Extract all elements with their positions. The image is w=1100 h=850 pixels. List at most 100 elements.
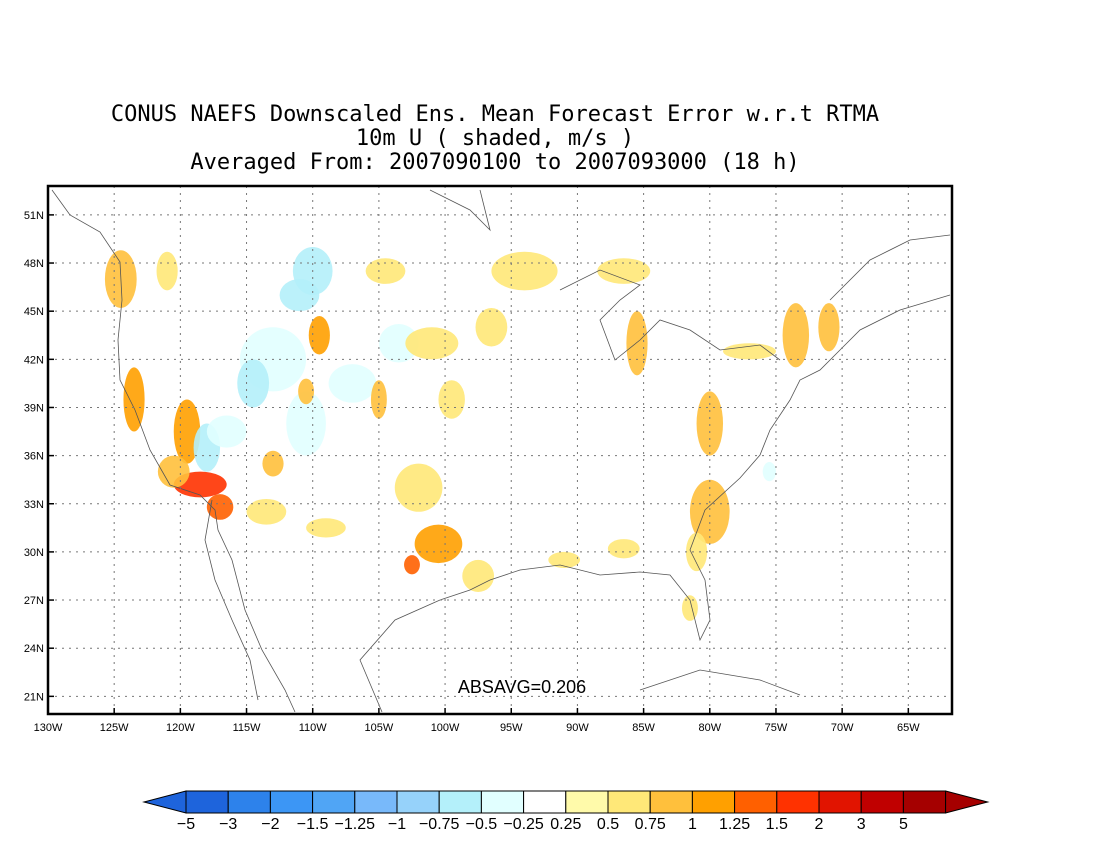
colorbar-cell-3: [312, 790, 356, 814]
lat-label-8: 45N: [24, 306, 44, 318]
colorbar-label-1: −3: [219, 816, 237, 833]
error-patch-28: [597, 258, 651, 284]
lat-label-7: 42N: [24, 354, 44, 366]
error-patch-2: [123, 367, 145, 432]
colorbar-over-arrow: [945, 790, 990, 814]
lon-label-1: 125W: [100, 722, 129, 734]
error-patch-1: [156, 251, 178, 291]
colorbar: [142, 790, 990, 814]
error-patch-20: [365, 258, 406, 284]
error-patch-29: [626, 311, 648, 376]
error-patch-13: [286, 391, 326, 456]
error-patch-37: [607, 539, 640, 559]
colorbar-label-17: 5: [899, 816, 908, 833]
colorbar-cell-5: [396, 790, 440, 814]
colorbar-label-3: −1.5: [297, 816, 329, 833]
lat-label-5: 36N: [24, 451, 44, 463]
colorbar-label-6: −0.75: [419, 816, 460, 833]
error-patch-32: [577, 412, 631, 451]
error-patch-46: [818, 303, 840, 352]
colorbar-cell-9: [565, 790, 609, 814]
colorbar-cell-10: [607, 790, 651, 814]
error-patch-30: [475, 307, 508, 347]
error-patch-14: [328, 364, 377, 403]
error-patch-43: [736, 452, 763, 491]
error-patch-18: [370, 380, 387, 419]
colorbar-cell-15: [818, 790, 862, 814]
colorbar-cell-4: [354, 790, 398, 814]
colorbar-cell-16: [860, 790, 904, 814]
colorbar-cell-8: [523, 790, 567, 814]
error-patch-21: [405, 327, 459, 360]
hudson-coast: [429, 189, 491, 232]
error-patch-39: [685, 532, 708, 572]
error-field-layer: [104, 246, 849, 634]
colorbar-cell-13: [734, 790, 778, 814]
error-patch-10: [279, 279, 320, 312]
colorbar-cell-12: [691, 790, 736, 814]
error-patch-40: [681, 595, 698, 621]
colorbar-label-0: −5: [177, 816, 195, 833]
colorbar-label-2: −2: [261, 816, 279, 833]
colorbar-label-9: 0.25: [550, 816, 581, 833]
colorbar-under-arrow: [142, 790, 187, 814]
error-patch-42: [696, 391, 724, 456]
lon-label-4: 110W: [299, 722, 328, 734]
error-patch-8: [206, 415, 247, 448]
lon-label-9: 85W: [632, 722, 655, 734]
colorbar-label-16: 3: [857, 816, 866, 833]
colorbar-cell-0: [185, 790, 229, 814]
lon-label-7: 95W: [500, 722, 523, 734]
colorbar-cell-17: [902, 790, 947, 814]
error-patch-38: [689, 479, 730, 544]
colorbar-label-13: 1.25: [719, 816, 750, 833]
absavg-annotation: ABSAVG=0.206: [458, 677, 586, 697]
error-patch-19: [262, 450, 284, 477]
error-patch-44: [762, 462, 776, 482]
error-patch-41: [701, 614, 713, 634]
error-patch-5: [206, 494, 234, 520]
error-patch-15: [378, 324, 419, 363]
lat-label-1: 24N: [24, 643, 44, 655]
map-frame: [46, 184, 954, 716]
error-patch-36: [548, 551, 581, 568]
colorbar-label-10: 0.5: [597, 816, 619, 833]
colorbar-label-15: 2: [815, 816, 824, 833]
great-lakes-outline: [559, 269, 781, 361]
colorbar-label-14: 1.5: [766, 816, 788, 833]
error-patch-31: [537, 375, 578, 408]
colorbar-cell-7: [480, 790, 525, 814]
colorbar-label-7: −0.5: [466, 816, 498, 833]
latitude-labels: 21N 24N 27N 30N 33N 36N 39N 42N 45N 48N 51N: [24, 210, 54, 703]
canada-coastline: [829, 234, 951, 301]
error-patch-24: [306, 518, 346, 538]
title-line-1: CONUS NAEFS Downscaled Ens. Mean Forecas…: [110, 102, 880, 127]
lon-label-12: 70W: [831, 722, 854, 734]
error-patch-22: [438, 380, 465, 419]
longitude-labels: 130W 125W 120W 115W 110W 105W 100W 95W 90W 85W 80W…: [34, 708, 920, 734]
error-patch-12: [237, 359, 270, 408]
colorbar-cell-11: [649, 790, 693, 814]
error-patch-34: [404, 555, 420, 575]
title-line-3: Averaged From: 2007090100 to 2007093000 …: [190, 150, 800, 175]
colorbar-label-5: −1: [388, 816, 406, 833]
error-patch-23: [394, 463, 443, 512]
error-patch-27: [491, 251, 558, 291]
error-patch-17: [298, 378, 315, 405]
cuba-outline: [639, 669, 801, 696]
lon-label-10: 80W: [698, 722, 721, 734]
lat-label-9: 48N: [24, 258, 44, 270]
colorbar-label-11: 0.75: [635, 816, 666, 833]
west-coastline: [51, 189, 296, 713]
colorbar-cell-1: [227, 790, 271, 814]
lon-label-8: 90W: [566, 722, 589, 734]
colorbar-label-8: −0.25: [503, 816, 544, 833]
colorbar-cell-14: [776, 790, 820, 814]
lon-label-0: 130W: [34, 722, 63, 734]
lon-label-2: 120W: [166, 722, 195, 734]
lat-label-4: 33N: [24, 499, 44, 511]
error-patch-48: [822, 274, 849, 300]
error-patch-33: [414, 524, 463, 564]
error-patch-25: [246, 498, 287, 525]
